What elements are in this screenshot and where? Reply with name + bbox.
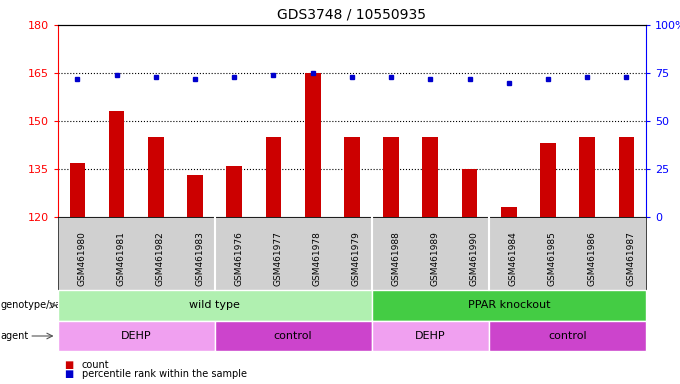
Bar bbox=[344, 137, 360, 217]
Bar bbox=[305, 73, 320, 217]
Text: GSM461978: GSM461978 bbox=[313, 231, 322, 286]
Bar bbox=[226, 166, 242, 217]
Text: GSM461982: GSM461982 bbox=[156, 231, 165, 286]
Bar bbox=[69, 162, 85, 217]
Text: GSM461988: GSM461988 bbox=[391, 231, 400, 286]
Title: GDS3748 / 10550935: GDS3748 / 10550935 bbox=[277, 7, 426, 21]
Text: GSM461977: GSM461977 bbox=[273, 231, 282, 286]
Bar bbox=[540, 143, 556, 217]
Bar bbox=[501, 207, 517, 217]
Bar bbox=[619, 137, 634, 217]
Text: GSM461983: GSM461983 bbox=[195, 231, 204, 286]
Bar bbox=[384, 137, 399, 217]
Text: GSM461990: GSM461990 bbox=[469, 231, 479, 286]
Text: PPAR knockout: PPAR knockout bbox=[468, 300, 550, 310]
Text: GSM461984: GSM461984 bbox=[509, 231, 517, 286]
Text: DEHP: DEHP bbox=[415, 331, 445, 341]
Bar bbox=[579, 137, 595, 217]
Bar bbox=[462, 169, 477, 217]
Text: ■: ■ bbox=[65, 369, 74, 379]
Text: GSM461989: GSM461989 bbox=[430, 231, 439, 286]
Text: percentile rank within the sample: percentile rank within the sample bbox=[82, 369, 247, 379]
Bar bbox=[422, 137, 438, 217]
Bar bbox=[187, 175, 203, 217]
Text: GSM461986: GSM461986 bbox=[587, 231, 596, 286]
Text: DEHP: DEHP bbox=[121, 331, 152, 341]
Text: GSM461976: GSM461976 bbox=[234, 231, 243, 286]
Bar bbox=[109, 111, 124, 217]
Text: control: control bbox=[274, 331, 312, 341]
Text: control: control bbox=[548, 331, 587, 341]
Text: agent: agent bbox=[1, 331, 29, 341]
Text: GSM461979: GSM461979 bbox=[352, 231, 361, 286]
Text: GSM461987: GSM461987 bbox=[626, 231, 635, 286]
Bar bbox=[148, 137, 164, 217]
Text: GSM461985: GSM461985 bbox=[548, 231, 557, 286]
Text: GSM461980: GSM461980 bbox=[78, 231, 86, 286]
Text: count: count bbox=[82, 360, 109, 370]
Text: wild type: wild type bbox=[189, 300, 240, 310]
Text: genotype/variation: genotype/variation bbox=[1, 300, 93, 310]
Bar bbox=[266, 137, 282, 217]
Text: GSM461981: GSM461981 bbox=[117, 231, 126, 286]
Text: ■: ■ bbox=[65, 360, 74, 370]
